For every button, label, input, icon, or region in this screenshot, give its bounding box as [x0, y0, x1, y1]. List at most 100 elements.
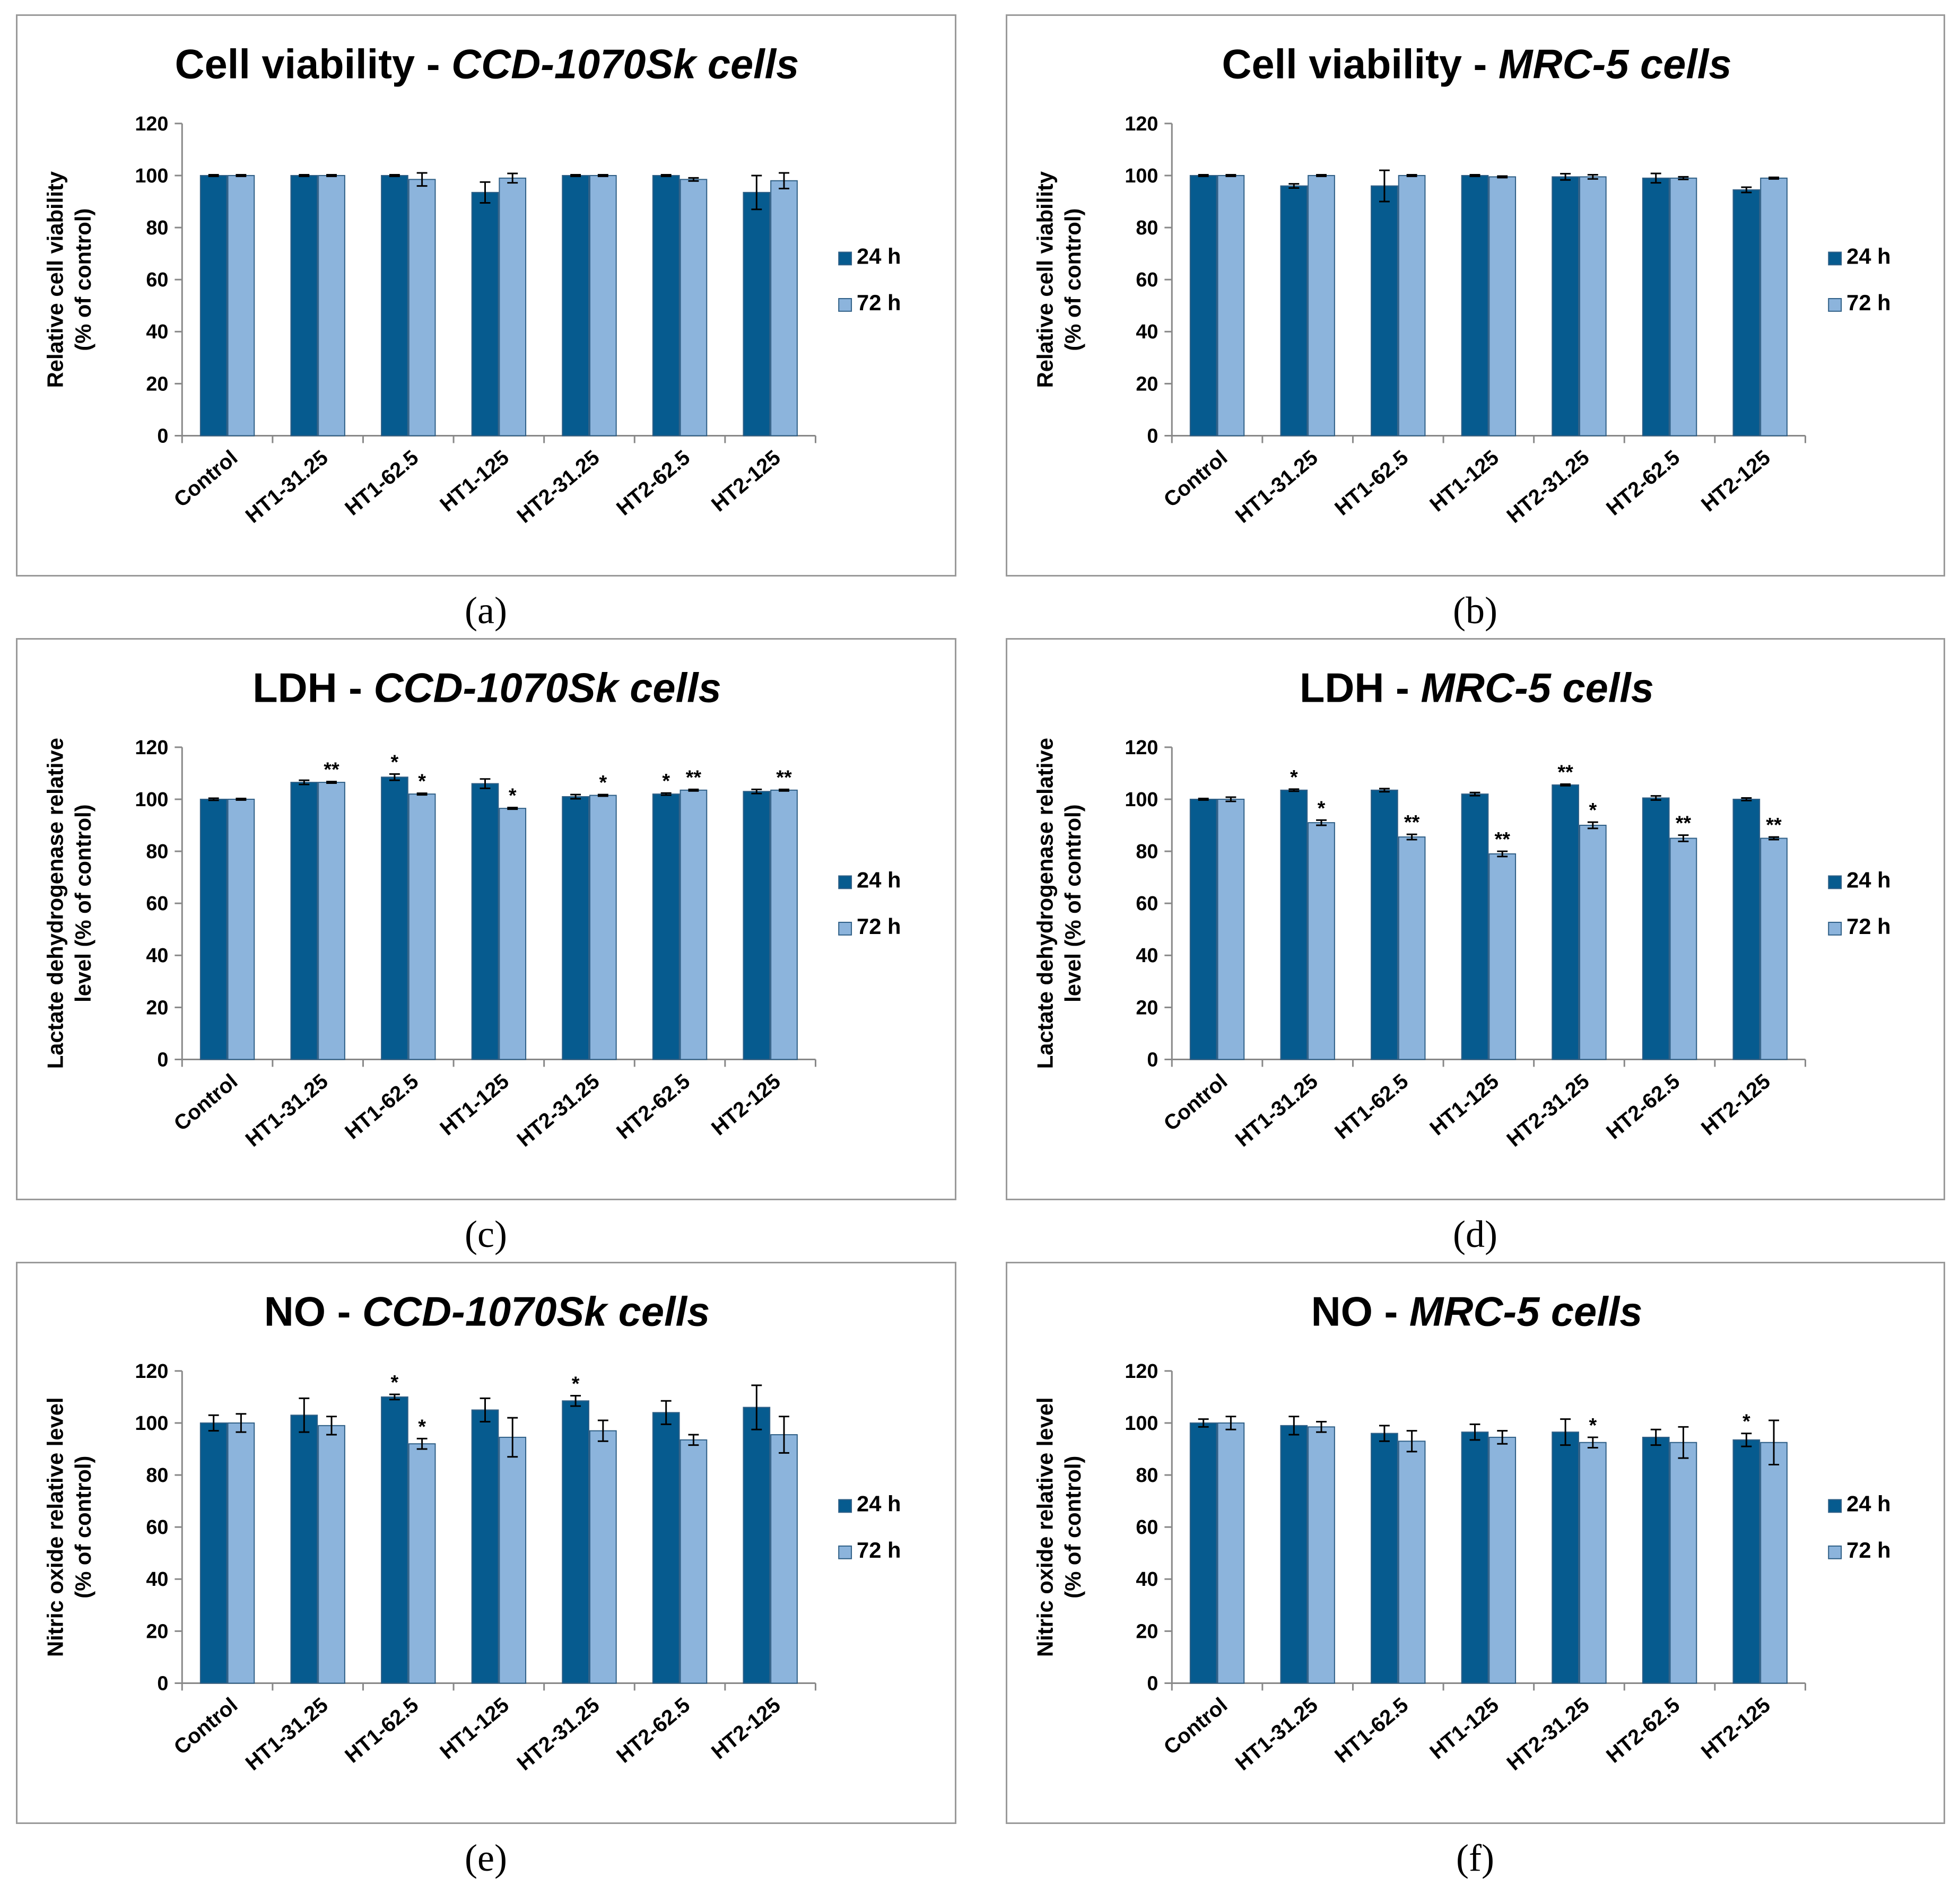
- category-label: HT2-62.5: [1602, 1693, 1684, 1767]
- bar-72h-ht1-62.5: [1398, 836, 1426, 1060]
- significance-mark: *: [1589, 799, 1597, 822]
- legend-swatch-72h: [1828, 1545, 1842, 1559]
- bar-72h-control: [1217, 798, 1245, 1060]
- bar-24h-ht1-31.25: [1280, 185, 1308, 437]
- y-axis-label: Relative cell viability: [43, 171, 68, 388]
- y-tick-label: 60: [146, 893, 168, 915]
- bar-24h-control: [1189, 1422, 1217, 1684]
- bar-24h-ht2-62.5: [652, 793, 680, 1060]
- y-axis-label: (% of control): [71, 1456, 95, 1599]
- y-tick-label: 100: [1125, 165, 1158, 187]
- chart-title: NO - CCD-1070Sk cells: [264, 1289, 710, 1334]
- legend-label-24h: 24 h: [1846, 1491, 1891, 1516]
- category-label: HT2-31.25: [1502, 446, 1593, 527]
- bar-24h-ht1-62.5: [1371, 789, 1398, 1060]
- bar-72h-ht2-62.5: [680, 1439, 708, 1684]
- category-label: Control: [170, 1693, 242, 1759]
- legend-swatch-72h: [838, 1545, 852, 1559]
- chart-title-italic: CCD-1070Sk cells: [362, 1289, 710, 1334]
- bar-24h-ht1-62.5: [381, 776, 408, 1060]
- y-axis-label: Nitric oxide relative level: [43, 1397, 68, 1657]
- y-tick-label: 20: [1136, 1620, 1158, 1643]
- legend-label-72h: 72 h: [857, 914, 901, 939]
- bar-24h-ht1-125: [471, 783, 499, 1060]
- y-tick-label: 60: [146, 1516, 168, 1539]
- chart-svg-a: Cell viability - CCD-1070Sk cells 0 20 40 60…: [43, 41, 901, 528]
- bar-24h-ht2-31.25: [562, 174, 589, 437]
- legend-swatch-24h: [838, 875, 852, 889]
- bar-72h-ht2-125: [1760, 177, 1788, 437]
- bar-72h-ht1-31.25: [318, 174, 345, 437]
- category-label: HT2-31.25: [512, 1069, 604, 1151]
- bar-24h-ht2-31.25: [562, 796, 589, 1060]
- category-label: HT2-31.25: [512, 446, 604, 527]
- caption-d: (d): [1453, 1213, 1497, 1255]
- bar-24h-ht1-125: [471, 191, 499, 437]
- significance-mark: **: [324, 759, 339, 781]
- category-label: HT1-125: [1425, 446, 1503, 516]
- significance-mark: *: [1318, 797, 1326, 819]
- category-label: HT1-125: [1425, 1069, 1503, 1140]
- legend-label-72h: 72 h: [857, 290, 901, 315]
- category-label: HT2-125: [1697, 446, 1775, 516]
- legend-swatch-24h: [1828, 875, 1842, 889]
- y-axis-label: Nitric oxide relative level: [1033, 1397, 1058, 1657]
- category-label: HT1-31.25: [1231, 1693, 1322, 1775]
- caption-a: (a): [465, 589, 507, 632]
- y-tick-label: 20: [146, 373, 168, 395]
- chart-svg-e: NO - CCD-1070Sk cells 0 20 40 60 80 100 120 Nitr…: [43, 1289, 901, 1775]
- category-label: HT1-125: [435, 1693, 513, 1764]
- legend-swatch-72h: [838, 921, 852, 936]
- chart-svg-d: LDH - MRC-5 cells 0 20 40 60 80 100 120 Lactate …: [1033, 665, 1891, 1151]
- bar-72h-ht1-125: [1488, 176, 1517, 437]
- bar-24h-ht2-125: [1732, 798, 1761, 1060]
- y-tick-label: 120: [135, 737, 168, 759]
- y-axis-label: (% of control): [1060, 208, 1085, 351]
- category-label: HT2-125: [1697, 1069, 1775, 1140]
- bar-24h-ht2-62.5: [652, 174, 680, 437]
- bar-72h-ht2-31.25: [1579, 1442, 1607, 1684]
- y-tick-label: 0: [1147, 1672, 1158, 1695]
- bar-72h-ht1-62.5: [408, 793, 436, 1060]
- legend-label-72h: 72 h: [1846, 914, 1891, 939]
- y-tick-label: 40: [1136, 945, 1158, 967]
- bar-72h-ht2-125: [1760, 1442, 1788, 1684]
- category-label: HT2-125: [707, 1693, 785, 1764]
- y-tick-label: 0: [157, 1049, 168, 1071]
- bar-24h-control: [199, 798, 228, 1060]
- chart-title-italic: CCD-1070Sk cells: [374, 665, 721, 711]
- significance-mark: *: [1589, 1415, 1597, 1437]
- bar-24h-ht1-31.25: [1280, 1425, 1308, 1684]
- legend-swatch-72h: [1828, 298, 1842, 312]
- significance-mark: **: [1404, 811, 1420, 834]
- bar-72h-ht2-62.5: [1669, 1442, 1697, 1684]
- chart-title-italic: MRC-5 cells: [1421, 665, 1654, 711]
- bar-24h-ht2-62.5: [1642, 1436, 1670, 1684]
- y-tick-label: 40: [1136, 1568, 1158, 1591]
- bar-72h-ht2-31.25: [589, 174, 617, 437]
- category-label: HT2-62.5: [612, 1069, 694, 1144]
- category-label: HT2-62.5: [1602, 446, 1684, 520]
- bar-72h-ht1-125: [499, 177, 527, 437]
- category-label: HT1-31.25: [1231, 446, 1322, 527]
- y-tick-label: 80: [146, 841, 168, 863]
- bar-24h-ht2-31.25: [1552, 784, 1579, 1060]
- y-tick-label: 80: [146, 217, 168, 239]
- bar-72h-ht1-125: [499, 1436, 527, 1684]
- significance-mark: *: [599, 772, 607, 794]
- y-tick-label: 120: [1125, 1360, 1158, 1383]
- chart-title-prefix: NO -: [264, 1289, 362, 1334]
- bar-24h-ht2-125: [1732, 1439, 1761, 1684]
- bar-24h-ht2-62.5: [652, 1412, 680, 1684]
- bar-72h-ht1-31.25: [1308, 1426, 1335, 1684]
- bar-24h-ht1-62.5: [1371, 1433, 1398, 1684]
- category-label: HT1-62.5: [341, 1693, 423, 1767]
- legend-swatch-24h: [1828, 1499, 1842, 1513]
- y-tick-label: 0: [1147, 425, 1158, 447]
- y-tick-label: 120: [1125, 113, 1158, 135]
- category-label: HT1-31.25: [241, 446, 333, 527]
- bar-24h-ht1-31.25: [290, 174, 318, 437]
- y-axis-label: Lactate dehydrogenase relative: [43, 738, 68, 1069]
- bar-72h-ht1-62.5: [408, 179, 436, 437]
- legend-label-72h: 72 h: [857, 1538, 901, 1563]
